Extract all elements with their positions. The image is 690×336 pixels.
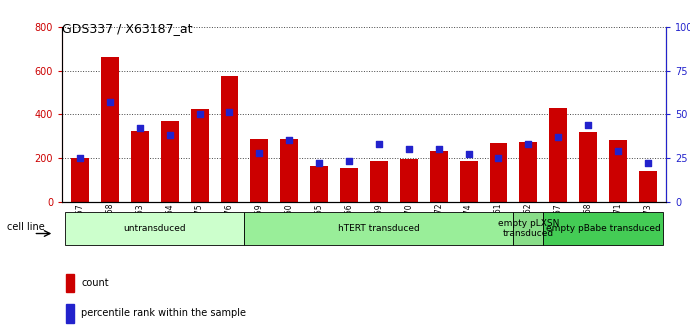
- Point: [642, 161, 653, 166]
- Point: [433, 146, 444, 152]
- Text: percentile rank within the sample: percentile rank within the sample: [81, 308, 246, 318]
- Bar: [280, 139, 298, 202]
- Point: [403, 146, 414, 152]
- Point: [613, 148, 624, 154]
- Text: hTERT transduced: hTERT transduced: [338, 224, 420, 233]
- Bar: [190, 109, 208, 202]
- Text: empty pLXSN
transduced: empty pLXSN transduced: [497, 219, 559, 238]
- Bar: [609, 140, 627, 202]
- Text: cell line: cell line: [7, 222, 45, 232]
- Bar: [101, 57, 119, 202]
- Bar: [340, 168, 358, 202]
- Point: [75, 155, 86, 161]
- Point: [104, 99, 115, 105]
- Bar: [489, 143, 507, 202]
- Point: [194, 112, 205, 117]
- Bar: [244, 212, 513, 245]
- Point: [135, 126, 146, 131]
- Point: [224, 110, 235, 115]
- Bar: [579, 132, 597, 202]
- Text: empty pBabe transduced: empty pBabe transduced: [546, 224, 660, 233]
- Bar: [161, 121, 179, 202]
- Point: [582, 122, 593, 127]
- Point: [164, 132, 175, 138]
- Bar: [430, 151, 448, 202]
- Bar: [65, 212, 244, 245]
- Bar: [221, 76, 239, 202]
- Bar: [520, 141, 538, 202]
- Point: [344, 159, 355, 164]
- Point: [523, 141, 534, 146]
- Bar: [639, 171, 657, 202]
- Bar: [66, 304, 75, 323]
- Bar: [543, 212, 663, 245]
- Bar: [549, 108, 567, 202]
- Bar: [460, 161, 477, 202]
- Bar: [250, 139, 268, 202]
- Point: [314, 161, 325, 166]
- Text: GDS337 / X63187_at: GDS337 / X63187_at: [62, 22, 193, 35]
- Bar: [310, 166, 328, 202]
- Bar: [513, 212, 543, 245]
- Bar: [66, 274, 75, 292]
- Text: count: count: [81, 278, 109, 288]
- Bar: [131, 131, 149, 202]
- Bar: [370, 161, 388, 202]
- Bar: [71, 158, 89, 202]
- Point: [284, 138, 295, 143]
- Point: [553, 134, 564, 140]
- Point: [463, 152, 474, 157]
- Bar: [400, 159, 417, 202]
- Point: [493, 155, 504, 161]
- Point: [373, 141, 384, 146]
- Text: untransduced: untransduced: [124, 224, 186, 233]
- Point: [254, 150, 265, 155]
